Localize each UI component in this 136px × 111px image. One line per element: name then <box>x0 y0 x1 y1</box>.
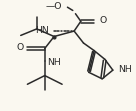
Text: —O: —O <box>46 2 62 11</box>
Text: O: O <box>16 43 23 52</box>
Text: NH: NH <box>47 58 61 67</box>
Text: HN: HN <box>35 26 49 35</box>
Text: NH: NH <box>118 65 132 74</box>
Text: O: O <box>100 16 107 25</box>
